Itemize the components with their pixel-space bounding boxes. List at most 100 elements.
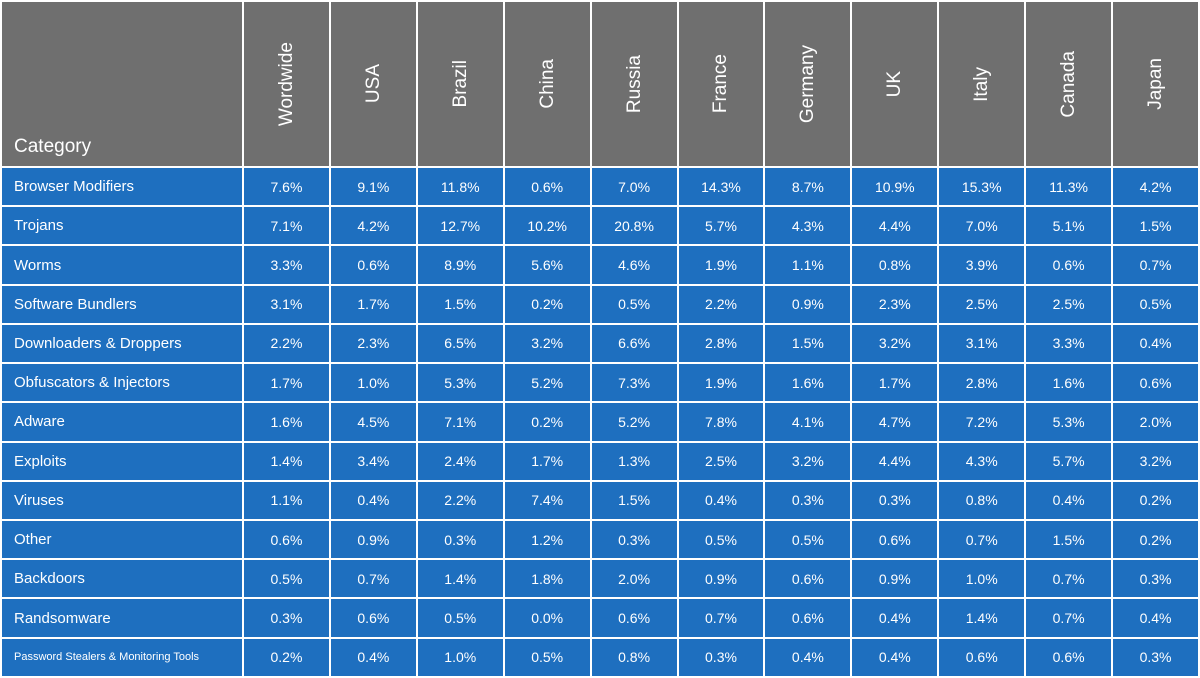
data-cell: 0.2% (1113, 520, 1198, 559)
data-cell: 0.6% (765, 599, 851, 637)
row-category-label: Worms (2, 246, 242, 284)
column-header-label: Russia (623, 54, 645, 114)
column-header-category: Category (2, 2, 242, 166)
data-cell: 1.9% (678, 364, 764, 402)
data-cell: 0.4% (330, 481, 416, 519)
data-cell: 20.8% (591, 207, 677, 245)
table-row: Backdoors 0.5% 0.7% 1.4% 1.8% 2.0% 0.9% 0.6% 0.9… (2, 560, 1198, 598)
data-cell: 0.6% (244, 520, 329, 559)
column-header-brazil: Brazil (417, 2, 503, 166)
row-category-label: Password Stealers & Monitoring Tools (2, 638, 242, 676)
data-cell: 5.7% (678, 207, 764, 245)
column-header-italy: Italy (939, 2, 1025, 166)
data-cell: 1.6% (765, 364, 851, 402)
data-cell: 5.2% (591, 403, 677, 441)
data-cell: 7.0% (591, 168, 677, 206)
data-cell: 0.8% (852, 246, 938, 284)
data-cell: 0.4% (1026, 481, 1112, 519)
data-cell: 1.9% (678, 246, 764, 284)
row-category-label: Downloaders & Droppers (2, 324, 242, 363)
data-cell: 1.1% (765, 246, 851, 284)
data-cell: 0.5% (765, 520, 851, 559)
data-cell: 0.5% (1113, 285, 1198, 323)
data-cell: 0.3% (417, 520, 503, 559)
data-cell: 4.1% (765, 403, 851, 441)
column-header-russia: Russia (591, 2, 677, 166)
data-cell: 0.6% (330, 246, 416, 284)
data-cell: 15.3% (939, 168, 1025, 206)
data-cell: 2.8% (939, 364, 1025, 402)
data-cell: 0.7% (1026, 599, 1112, 637)
data-cell: 0.4% (852, 638, 938, 676)
data-cell: 1.0% (417, 638, 503, 676)
data-cell: 0.4% (1113, 324, 1198, 363)
data-cell: 0.5% (678, 520, 764, 559)
row-category-label: Adware (2, 403, 242, 441)
column-header-label: Germany (797, 44, 819, 124)
data-cell: 4.7% (852, 403, 938, 441)
data-cell: 7.2% (939, 403, 1025, 441)
data-cell: 1.4% (939, 599, 1025, 637)
data-cell: 7.1% (244, 207, 329, 245)
row-category-label: Backdoors (2, 560, 242, 598)
data-cell: 0.7% (939, 520, 1025, 559)
header-row: Category Wordwide USA Brazil China Russia Fran… (2, 2, 1198, 166)
data-cell: 1.0% (939, 560, 1025, 598)
data-cell: 2.0% (591, 560, 677, 598)
column-header-usa: USA (330, 2, 416, 166)
data-cell: 4.3% (939, 442, 1025, 480)
data-cell: 8.9% (417, 246, 503, 284)
data-cell: 1.7% (504, 442, 590, 480)
data-cell: 5.3% (417, 364, 503, 402)
table-row: Randsomware 0.3% 0.6% 0.5% 0.0% 0.6% 0.7% 0.6% 0… (2, 599, 1198, 637)
row-category-label: Obfuscators & Injectors (2, 364, 242, 402)
data-cell: 0.5% (591, 285, 677, 323)
data-cell: 2.5% (939, 285, 1025, 323)
row-category-label: Software Bundlers (2, 285, 242, 323)
data-cell: 4.4% (852, 442, 938, 480)
column-header-france: France (678, 2, 764, 166)
data-cell: 7.6% (244, 168, 329, 206)
data-cell: 1.1% (244, 481, 329, 519)
table-row: Downloaders & Droppers 2.2% 2.3% 6.5% 3.2% 6.… (2, 324, 1198, 363)
data-cell: 0.6% (591, 599, 677, 637)
row-category-label: Browser Modifiers (2, 168, 242, 206)
data-cell: 0.9% (330, 520, 416, 559)
data-cell: 0.4% (852, 599, 938, 637)
data-cell: 0.3% (852, 481, 938, 519)
data-cell: 0.6% (504, 168, 590, 206)
data-cell: 0.3% (678, 638, 764, 676)
data-cell: 1.0% (330, 364, 416, 402)
data-cell: 4.4% (852, 207, 938, 245)
data-cell: 2.0% (1113, 403, 1198, 441)
data-cell: 7.4% (504, 481, 590, 519)
data-cell: 7.8% (678, 403, 764, 441)
data-cell: 0.7% (678, 599, 764, 637)
data-cell: 8.7% (765, 168, 851, 206)
data-cell: 10.9% (852, 168, 938, 206)
data-cell: 0.4% (330, 638, 416, 676)
data-cell: 0.3% (765, 481, 851, 519)
data-cell: 5.1% (1026, 207, 1112, 245)
data-cell: 11.3% (1026, 168, 1112, 206)
data-cell: 0.7% (330, 560, 416, 598)
column-header-label: USA (362, 64, 384, 104)
data-cell: 0.9% (678, 560, 764, 598)
data-cell: 3.1% (244, 285, 329, 323)
data-cell: 0.8% (591, 638, 677, 676)
data-cell: 1.7% (330, 285, 416, 323)
data-cell: 0.4% (1113, 599, 1198, 637)
data-cell: 3.2% (852, 324, 938, 363)
data-cell: 1.6% (1026, 364, 1112, 402)
data-cell: 5.6% (504, 246, 590, 284)
column-header-label: UK (884, 70, 906, 98)
table-row: Worms 3.3% 0.6% 8.9% 5.6% 4.6% 1.9% 1.1% 0.8% 3.9… (2, 246, 1198, 284)
data-cell: 1.5% (417, 285, 503, 323)
data-cell: 0.3% (1113, 560, 1198, 598)
data-cell: 0.4% (765, 638, 851, 676)
data-cell: 6.6% (591, 324, 677, 363)
data-cell: 0.6% (852, 520, 938, 559)
column-header-label: Brazil (449, 60, 471, 108)
data-cell: 0.6% (1026, 638, 1112, 676)
data-cell: 9.1% (330, 168, 416, 206)
